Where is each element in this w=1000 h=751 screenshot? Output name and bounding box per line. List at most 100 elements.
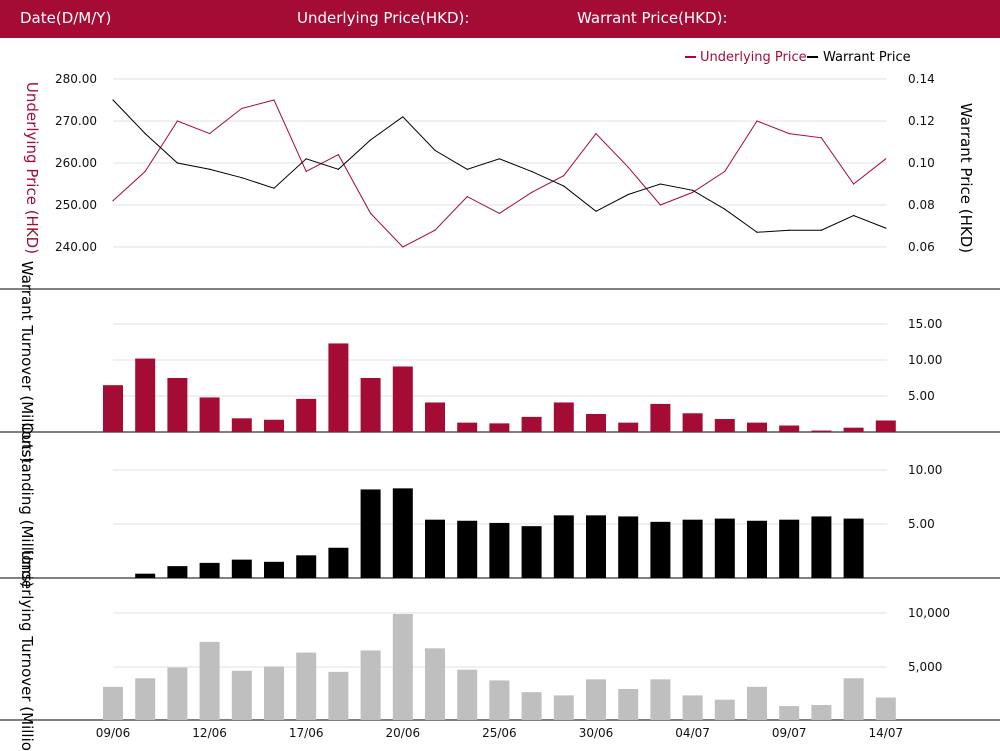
underlying-turnover-y-axis-title: Underlying Turnover (Millions)	[18, 550, 36, 751]
warrant-turnover-bar	[811, 430, 832, 432]
warrant-turnover-bar	[843, 427, 864, 432]
x-tick: 17/06	[289, 726, 324, 740]
warrant-turnover-bar	[747, 422, 767, 432]
legend-underlying-label: Underlying Price	[700, 50, 807, 65]
underlying-price-point	[627, 166, 629, 168]
warrant-price-point	[434, 149, 436, 151]
warrant-price-point	[370, 139, 372, 141]
warrant-turnover-bar	[457, 422, 478, 432]
x-tick: 04/07	[675, 726, 710, 740]
y-tick-left: 240.00	[55, 240, 97, 254]
underlying-price-point	[176, 120, 178, 122]
outstanding-y-axis-title: Outstanding (Millions)	[18, 423, 36, 588]
underlying-price-point	[273, 99, 275, 101]
y-tick-right: 0.08	[908, 198, 935, 212]
warrant-price-label: Warrant Price(HKD):	[577, 9, 728, 27]
warrant-turnover-bar	[296, 398, 317, 432]
warrant-turnover-bar	[586, 414, 606, 432]
underlying-turnover-bar	[843, 678, 864, 720]
underlying-price-point	[563, 175, 565, 177]
warrant-turnover-bar	[135, 358, 156, 432]
underlying-price-point	[498, 212, 500, 214]
warrant-turnover-bar	[650, 403, 671, 432]
underlying-price-point	[370, 212, 372, 214]
outstanding-bar	[586, 515, 606, 578]
y-tick-right: 0.10	[908, 156, 935, 170]
warrant-price-point	[498, 158, 500, 160]
outstanding-bar	[618, 516, 639, 578]
x-tick: 30/06	[579, 726, 614, 740]
y-tick-right: 0.14	[908, 72, 935, 86]
underlying-price-point	[531, 191, 533, 193]
underlying-turnover-bar	[521, 692, 542, 720]
underlying-turnover-bar	[425, 648, 445, 720]
warrant-price-point	[788, 229, 790, 231]
outstanding-bar	[811, 516, 832, 578]
warrant-price-point	[659, 183, 662, 185]
underlying-turnover-y-tick: 10,000	[908, 606, 950, 620]
underlying-price-point	[209, 133, 211, 135]
underlying-turnover-bar	[650, 679, 671, 720]
warrant-price-point	[273, 187, 275, 189]
underlying-turnover-bar	[135, 678, 156, 720]
underlying-price-point	[724, 170, 726, 172]
warrant-price-point	[112, 99, 114, 101]
outstanding-bar	[650, 521, 671, 578]
underlying-turnover-bar	[553, 695, 574, 720]
warrant-price-point	[820, 229, 823, 231]
underlying-turnover-bar	[457, 669, 478, 720]
y-tick-left: 280.00	[55, 72, 97, 86]
warrant-turnover-bar	[425, 402, 445, 432]
warrant-price-point	[756, 231, 758, 233]
warrant-turnover-bar	[328, 343, 349, 432]
underlying-price-point	[305, 170, 307, 172]
legend-warrant-label: Warrant Price	[823, 50, 911, 65]
underlying-price-point	[466, 196, 468, 198]
warrant-turnover-bar	[199, 397, 220, 432]
warrant-turnover-y-tick: 5.00	[908, 389, 935, 403]
underlying-price-point	[241, 107, 243, 109]
underlying-turnover-bar	[264, 666, 284, 720]
underlying-turnover-bar	[360, 650, 381, 720]
warrant-turnover-bar	[618, 422, 639, 432]
underlying-price-point	[434, 229, 436, 231]
outstanding-bar	[199, 562, 220, 578]
outstanding-bar	[328, 547, 349, 578]
warrant-price-point	[176, 162, 178, 164]
outstanding-bar	[360, 489, 381, 578]
warrant-price-point	[853, 214, 855, 217]
warrant-price-point	[724, 208, 726, 210]
outstanding-bar	[489, 522, 510, 578]
underlying-turnover-bar	[328, 671, 349, 720]
warrant-price-point	[144, 133, 146, 135]
warrant-turnover-bar	[489, 423, 510, 432]
underlying-price-point	[595, 133, 597, 135]
outstanding-y-tick: 10.00	[908, 463, 942, 477]
outstanding-bar	[296, 555, 317, 578]
underlying-price-point	[853, 183, 855, 185]
outstanding-bar	[747, 520, 767, 578]
warrant-price-point	[563, 185, 565, 187]
outstanding-bar	[425, 519, 445, 578]
warrant-price-point	[466, 168, 468, 170]
outstanding-bar	[231, 559, 252, 578]
underlying-turnover-bar	[167, 667, 188, 720]
warrant-price-point	[305, 158, 307, 160]
warrant-turnover-y-axis-title: Warrant Turnover (Millions)	[18, 261, 36, 463]
y-tick-right: 0.06	[908, 240, 935, 254]
warrant-price-point	[241, 177, 243, 179]
warrant-price-point	[402, 116, 404, 118]
warrant-turnover-bar	[103, 385, 123, 432]
x-tick: 09/07	[772, 726, 807, 740]
underlying-turnover-y-tick: 5,000	[908, 660, 942, 674]
warrant-turnover-y-tick: 15.00	[908, 317, 942, 331]
underlying-turnover-bar	[296, 652, 317, 720]
warrant-turnover-bar	[264, 419, 284, 432]
warrant-turnover-bar	[779, 425, 800, 432]
warrant-turnover-bar	[167, 378, 188, 432]
x-tick: 12/06	[192, 726, 227, 740]
underlying-turnover-bar	[199, 641, 220, 720]
warrant-turnover-bar	[231, 418, 252, 432]
warrant-turnover-bar	[553, 402, 574, 432]
underlying-price-point	[756, 120, 758, 122]
